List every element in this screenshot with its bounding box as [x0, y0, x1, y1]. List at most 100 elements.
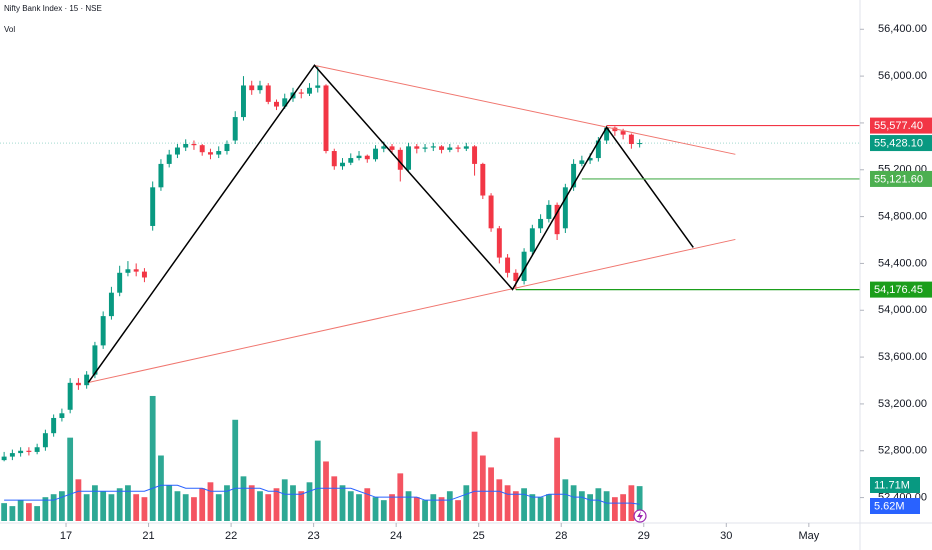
volume-bar	[50, 494, 57, 521]
candle-body	[183, 144, 189, 148]
candle-body	[529, 228, 535, 252]
candle-body	[637, 143, 643, 145]
candle-body	[430, 146, 436, 148]
candle-body	[604, 127, 610, 141]
candle-body	[34, 447, 40, 452]
y-tick-label: 53,200.00	[878, 398, 927, 410]
candle-body	[381, 146, 387, 149]
price-tag	[870, 117, 932, 134]
candle-body	[587, 158, 593, 161]
price-tag-label: 54,176.45	[874, 284, 923, 296]
candle-body	[373, 148, 379, 160]
candle-body	[397, 149, 403, 170]
volume-bar	[479, 455, 486, 521]
candle-body	[174, 147, 180, 155]
y-tick-label: 52,800.00	[878, 445, 927, 457]
volume-bar	[570, 485, 577, 521]
candle-body	[364, 155, 370, 160]
volume-bar	[133, 494, 140, 521]
candle-body	[496, 228, 502, 258]
volume-bar	[537, 497, 544, 521]
candle-body	[117, 272, 123, 293]
y-tick-label: 53,600.00	[878, 351, 927, 363]
candle-body	[141, 271, 147, 278]
candle-body	[133, 269, 139, 272]
volume-bar	[389, 494, 395, 521]
volume-bar	[224, 485, 230, 521]
candle-body	[414, 146, 420, 149]
candle-body	[125, 269, 131, 273]
candle-body	[224, 144, 230, 152]
volume-bar	[554, 437, 560, 521]
volume-bar	[75, 479, 82, 521]
volume-bar	[504, 485, 511, 521]
candle-body	[612, 127, 618, 132]
candle-body	[505, 257, 511, 273]
x-tick-label: 29	[638, 530, 650, 542]
candle-body	[422, 147, 428, 149]
candle-body	[562, 187, 568, 229]
candle-body	[26, 450, 32, 452]
x-tick-label: 22	[225, 530, 237, 542]
y-tick-label: 54,000.00	[878, 304, 927, 316]
volume-tag-label: 11.71M	[874, 479, 910, 491]
candle-body	[579, 160, 585, 164]
volume-bar	[446, 491, 453, 521]
volume-bar	[595, 488, 602, 521]
candle-body	[315, 85, 321, 88]
volume-bar	[356, 494, 362, 521]
volume-bar	[380, 500, 387, 521]
candle-body	[513, 272, 519, 281]
volume-bar	[471, 431, 478, 521]
candle-body	[480, 163, 486, 196]
candle-body	[298, 92, 304, 94]
candle-body	[274, 101, 279, 107]
candle-body	[521, 251, 527, 281]
trendline	[87, 64, 694, 383]
volume-bar	[67, 437, 74, 521]
volume-bar	[636, 486, 643, 521]
volume-bar	[265, 494, 272, 521]
x-tick-label: 23	[308, 530, 320, 542]
volume-tag-label: 5.62M	[874, 500, 905, 512]
x-tick-label: 28	[555, 530, 567, 542]
volume-bar	[323, 461, 329, 521]
candle-body	[257, 85, 263, 91]
volume-bar	[100, 491, 107, 521]
volume-bar	[125, 485, 131, 521]
candle-body	[1, 456, 7, 461]
candle-body	[191, 144, 197, 146]
candle-body	[307, 87, 312, 94]
candle-body	[620, 131, 626, 135]
candle-body	[216, 151, 222, 155]
volume-bar	[17, 500, 24, 521]
volume-bar	[298, 491, 305, 521]
volume-bar	[545, 494, 552, 521]
candle-body	[75, 382, 81, 386]
candle-body	[546, 204, 552, 219]
volume-bar	[108, 494, 115, 521]
price-tag-label: 55,428.10	[874, 137, 923, 149]
y-tick-label: 54,800.00	[878, 211, 927, 223]
volume-bar	[455, 500, 461, 521]
candle-body	[439, 146, 445, 150]
volume-bar	[512, 491, 519, 521]
volume-title: Vol	[4, 25, 15, 34]
candle-body	[232, 117, 238, 141]
candle-body	[406, 146, 412, 170]
candle-body	[455, 147, 461, 149]
volume-bar	[207, 482, 214, 521]
candle-body	[472, 146, 478, 164]
candle-body	[166, 154, 172, 164]
x-tick-label: May	[798, 530, 819, 542]
volume-bar	[182, 494, 189, 521]
volume-bar	[290, 485, 296, 521]
volume-bar	[141, 497, 148, 521]
candle-body	[59, 413, 65, 418]
volume-bar	[116, 488, 123, 521]
candle-body	[348, 158, 354, 163]
volume-ma-line	[4, 484, 640, 505]
candle-body	[447, 147, 453, 150]
